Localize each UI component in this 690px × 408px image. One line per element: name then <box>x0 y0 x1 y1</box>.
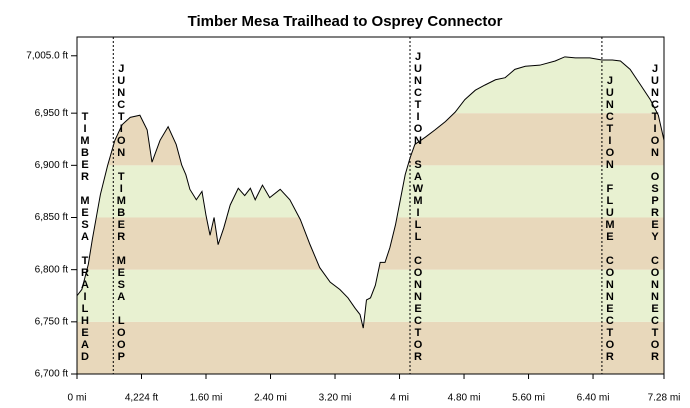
x-tick-label: 1.60 mi <box>190 393 223 404</box>
marker-label: JUNCTION OSPREY CONNECTOR <box>649 63 661 363</box>
chart-title: Timber Mesa Trailhead to Osprey Connecto… <box>188 13 503 30</box>
x-tick-label: 2.40 mi <box>254 393 287 404</box>
plot-frame <box>76 36 665 375</box>
elevation-band <box>77 269 664 322</box>
x-tick-label: 7.28 mi <box>648 393 681 404</box>
elevation-band <box>77 56 664 114</box>
y-tick-label: 6,700 ft <box>35 369 69 380</box>
y-tick-label: 6,950 ft <box>35 108 69 119</box>
elevation-band <box>77 321 664 374</box>
x-tick-label: 0 mi <box>68 393 87 404</box>
elevation-band <box>77 217 664 270</box>
bands <box>77 37 664 374</box>
y-tick-label: 6,900 ft <box>35 160 69 171</box>
elevation-band <box>77 113 664 166</box>
marker-label: JUNCTION TIMBER MESA LOOP <box>115 63 128 363</box>
y-tick-label: 6,800 ft <box>35 264 69 275</box>
x-tick-label: 4,224 ft <box>125 393 159 404</box>
elevation-band <box>77 165 664 218</box>
x-tick-label: 6.40 mi <box>577 393 610 404</box>
x-tick-label: 3.20 mi <box>319 393 352 404</box>
x-tick-label: 4 mi <box>390 393 409 404</box>
x-tick-label: 5.60 mi <box>512 393 545 404</box>
y-tick-label: 7,005.0 ft <box>26 50 68 61</box>
y-tick-label: 6,850 ft <box>35 212 69 223</box>
profile-line <box>76 56 665 329</box>
marker-label: JUNCTION FLUME CONNECTOR <box>603 75 616 363</box>
marker-label: JUNCTION SAWMILL CONNECTOR <box>412 51 424 363</box>
elevation-band <box>77 37 664 56</box>
y-tick-label: 6,750 ft <box>35 316 69 327</box>
marker-label: TIMBER MESA TRAILHEAD <box>79 111 91 363</box>
x-tick-label: 4.80 mi <box>448 393 481 404</box>
